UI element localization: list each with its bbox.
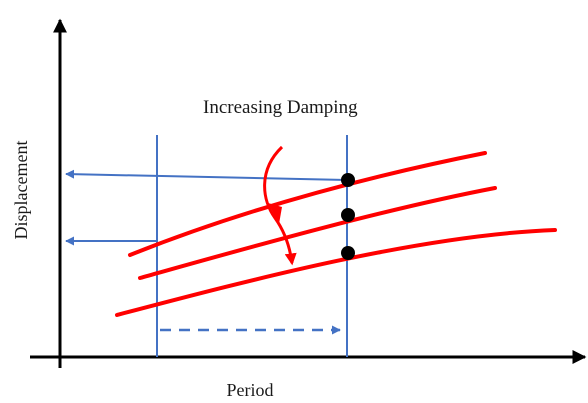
y-axis-label: Displacement <box>11 141 31 240</box>
curve-mid-damping <box>138 186 497 280</box>
x-axis-label: Period <box>227 380 274 400</box>
damping-arrow <box>263 145 297 266</box>
curve-low-damping <box>128 151 487 257</box>
marker-high-damping <box>341 246 355 260</box>
marker-low-damping <box>341 173 355 187</box>
guide-arrow-upper <box>65 169 348 181</box>
annotation-label: Increasing Damping <box>203 97 358 118</box>
damping-arrow-midhead <box>268 203 282 224</box>
marker-mid-damping <box>341 208 355 222</box>
curve-high-damping <box>115 228 557 317</box>
